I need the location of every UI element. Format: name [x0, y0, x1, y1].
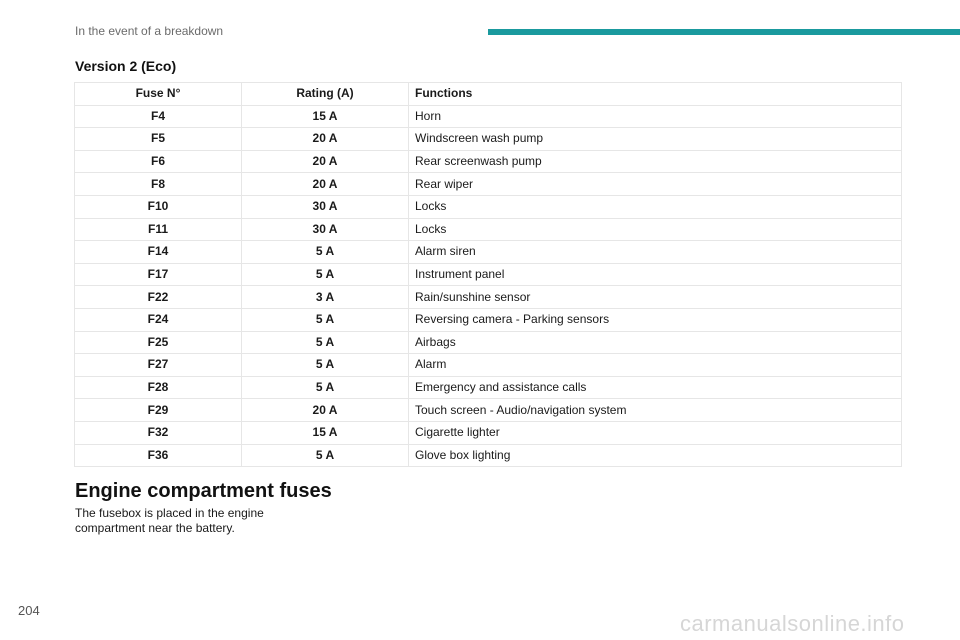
fuse-number-cell: F25: [74, 330, 242, 355]
function-cell: Rain/sunshine sensor: [408, 285, 902, 309]
rating-cell: 5 A: [241, 330, 409, 355]
function-cell: Rear wiper: [408, 172, 902, 196]
rating-cell: 5 A: [241, 262, 409, 287]
table-row: F14 5 A Alarm siren: [74, 240, 902, 264]
function-cell: Reversing camera - Parking sensors: [408, 307, 902, 332]
table-row: F5 20 A Windscreen wash pump: [74, 127, 902, 151]
rating-cell: 5 A: [241, 443, 409, 468]
section-title: Version 2 (Eco): [75, 58, 177, 74]
table-row: F22 3 A Rain/sunshine sensor: [74, 285, 902, 309]
header-title: In the event of a breakdown: [75, 24, 224, 38]
rating-cell: 5 A: [241, 240, 409, 264]
table-header-row: Fuse N° Rating (A) Functions: [74, 82, 902, 106]
rating-cell: 30 A: [241, 217, 409, 242]
rating-cell: 20 A: [241, 398, 409, 422]
table-row: F4 15 A Horn: [74, 104, 902, 129]
rating-cell: 20 A: [241, 172, 409, 196]
watermark-text: carmanualsonline.info: [680, 611, 905, 636]
rating-cell: 5 A: [241, 353, 409, 377]
fuse-number-cell: F29: [74, 398, 242, 422]
table-row: F8 20 A Rear wiper: [74, 172, 902, 196]
function-cell: Emergency and assistance calls: [408, 375, 902, 400]
rating-cell: 20 A: [241, 149, 409, 174]
fuse-number-cell: F32: [74, 420, 242, 445]
engine-fuses-text-line: compartment near the battery.: [75, 521, 235, 535]
table-row: F27 5 A Alarm: [74, 353, 902, 377]
rating-cell: 20 A: [241, 127, 409, 151]
table-row: F10 30 A Locks: [74, 194, 902, 219]
fuse-number-cell: F28: [74, 375, 242, 400]
function-cell: Touch screen - Audio/navigation system: [408, 398, 902, 422]
fuse-number-cell: F14: [74, 240, 242, 264]
fuse-number-cell: F22: [74, 285, 242, 309]
fuse-number-cell: F5: [74, 127, 242, 151]
table-row: F32 15 A Cigarette lighter: [74, 420, 902, 445]
table-row: F17 5 A Instrument panel: [74, 262, 902, 287]
engine-fuses-text-line: The fusebox is placed in the engine: [75, 506, 264, 520]
function-cell: Instrument panel: [408, 262, 902, 287]
rating-cell: 3 A: [241, 285, 409, 309]
table-row: F11 30 A Locks: [74, 217, 902, 242]
fuse-number-cell: F24: [74, 307, 242, 332]
function-cell: Windscreen wash pump: [408, 127, 902, 151]
fuse-number-cell: F36: [74, 443, 242, 468]
table-row: F25 5 A Airbags: [74, 330, 902, 355]
engine-fuses-heading: Engine compartment fuses: [75, 480, 332, 502]
fuse-number-cell: F4: [74, 104, 242, 129]
header-rating: Rating (A): [241, 82, 409, 106]
page-number: 204: [18, 603, 40, 618]
header-accent-bar: [488, 29, 960, 35]
header-functions: Functions: [408, 82, 902, 106]
function-cell: Glove box lighting: [408, 443, 902, 468]
function-cell: Locks: [408, 194, 902, 219]
function-cell: Alarm: [408, 353, 902, 377]
function-cell: Airbags: [408, 330, 902, 355]
function-cell: Rear screenwash pump: [408, 149, 902, 174]
table-row: F28 5 A Emergency and assistance calls: [74, 375, 902, 400]
rating-cell: 15 A: [241, 104, 409, 129]
table-row: F6 20 A Rear screenwash pump: [74, 149, 902, 174]
fuse-number-cell: F17: [74, 262, 242, 287]
fuse-table: Fuse N° Rating (A) Functions F4 15 A Horn F…: [74, 82, 902, 468]
rating-cell: 5 A: [241, 375, 409, 400]
fuse-number-cell: F8: [74, 172, 242, 196]
table-row: F29 20 A Touch screen - Audio/navigation s…: [74, 398, 902, 422]
rating-cell: 15 A: [241, 420, 409, 445]
function-cell: Locks: [408, 217, 902, 242]
function-cell: Horn: [408, 104, 902, 129]
rating-cell: 5 A: [241, 307, 409, 332]
table-body: F4 15 A Horn F5 20 A Windscreen wash pump F6 20…: [74, 104, 902, 468]
table-row: F36 5 A Glove box lighting: [74, 443, 902, 468]
engine-fuses-text: The fusebox is placed in the engine comp…: [75, 506, 295, 536]
fuse-number-cell: F11: [74, 217, 242, 242]
fuse-number-cell: F10: [74, 194, 242, 219]
function-cell: Cigarette lighter: [408, 420, 902, 445]
fuse-number-cell: F6: [74, 149, 242, 174]
table-row: F24 5 A Reversing camera - Parking sensors: [74, 307, 902, 332]
header-fuse-number: Fuse N°: [74, 82, 242, 106]
rating-cell: 30 A: [241, 194, 409, 219]
function-cell: Alarm siren: [408, 240, 902, 264]
fuse-number-cell: F27: [74, 353, 242, 377]
